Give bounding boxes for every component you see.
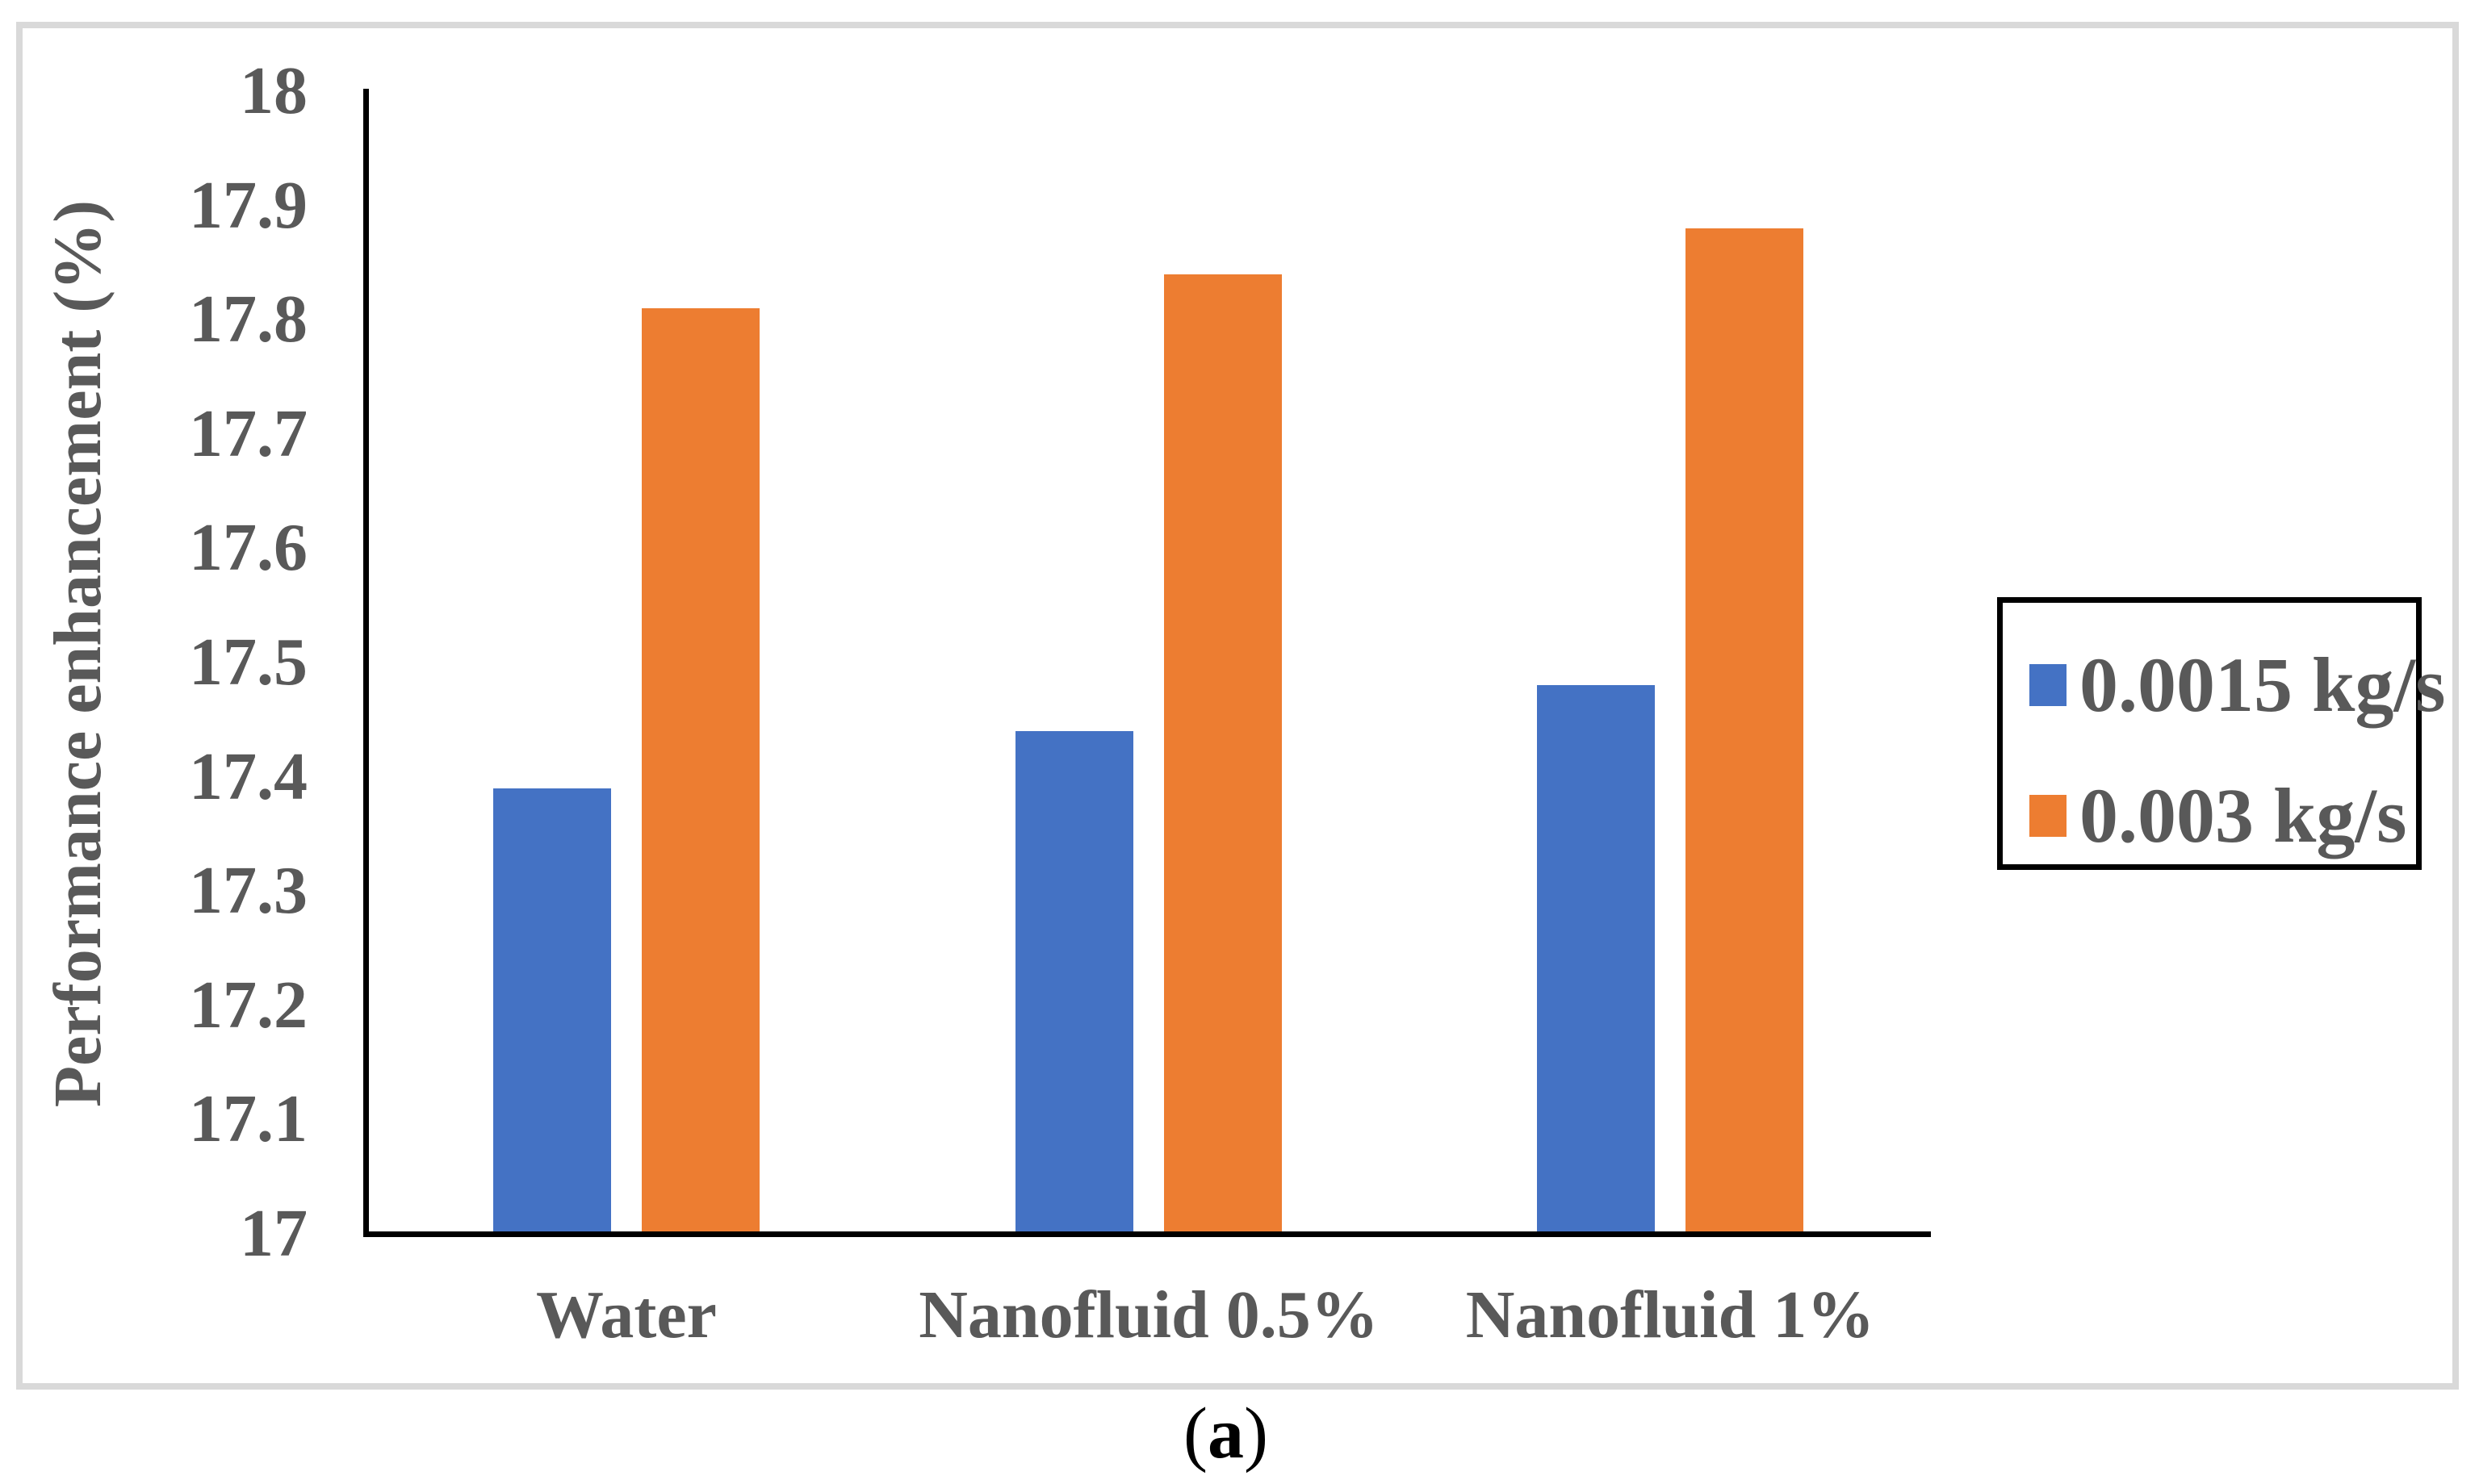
bar-0.0015-kg-s-nanofluid-0.5 bbox=[1015, 731, 1133, 1234]
legend-label-0.003-kg-s: 0.003 kg/s bbox=[2079, 772, 2407, 859]
y-tick-label-18: 18 bbox=[240, 53, 308, 128]
y-tick-label-17.7: 17.7 bbox=[189, 395, 308, 471]
legend-label-0.0015-kg-s: 0.0015 kg/s bbox=[2079, 642, 2446, 728]
y-tick-label-17.1: 17.1 bbox=[189, 1081, 308, 1157]
bar-0.0015-kg-s-water bbox=[493, 788, 611, 1234]
y-tick-label-17.4: 17.4 bbox=[189, 738, 308, 814]
y-tick-label-17.8: 17.8 bbox=[189, 282, 308, 357]
bar-0.0015-kg-s-nanofluid-1 bbox=[1537, 685, 1655, 1234]
caption: (a) bbox=[0, 1398, 2465, 1470]
legend-item-0.003-kg-s: 0.003 kg/s bbox=[2029, 777, 2406, 855]
x-axis-line bbox=[363, 1231, 1931, 1237]
legend: 0.0015 kg/s 0.003 kg/s bbox=[1997, 597, 2445, 870]
figure-frame bbox=[16, 22, 2459, 1390]
caption-close-paren: ) bbox=[1244, 1394, 1268, 1474]
x-category-label-nanofluid-1: Nanofluid 1% bbox=[1465, 1277, 1875, 1352]
y-tick-label-17: 17 bbox=[240, 1196, 308, 1271]
x-category-label-water: Water bbox=[536, 1277, 717, 1352]
y-tick-label-17.3: 17.3 bbox=[189, 853, 308, 929]
caption-open-paren: ( bbox=[1183, 1394, 1208, 1474]
y-axis-line bbox=[363, 89, 369, 1237]
legend-swatch-0.0015-kg-s bbox=[2029, 664, 2067, 706]
legend-swatch-0.003-kg-s bbox=[2029, 795, 2067, 837]
caption-letter: a bbox=[1208, 1394, 1244, 1474]
y-tick-label-17.2: 17.2 bbox=[189, 967, 308, 1043]
y-tick-label-17.6: 17.6 bbox=[189, 510, 308, 586]
bar-0.003-kg-s-nanofluid-1 bbox=[1685, 228, 1803, 1234]
bar-0.003-kg-s-water bbox=[642, 308, 760, 1234]
y-tick-label-17.5: 17.5 bbox=[189, 625, 308, 700]
y-tick-label-17.9: 17.9 bbox=[189, 167, 308, 243]
x-category-label-nanofluid-0.5: Nanofluid 0.5% bbox=[919, 1277, 1379, 1352]
bar-0.003-kg-s-nanofluid-0.5 bbox=[1164, 274, 1282, 1234]
legend-item-0.0015-kg-s: 0.0015 kg/s bbox=[2029, 646, 2445, 724]
